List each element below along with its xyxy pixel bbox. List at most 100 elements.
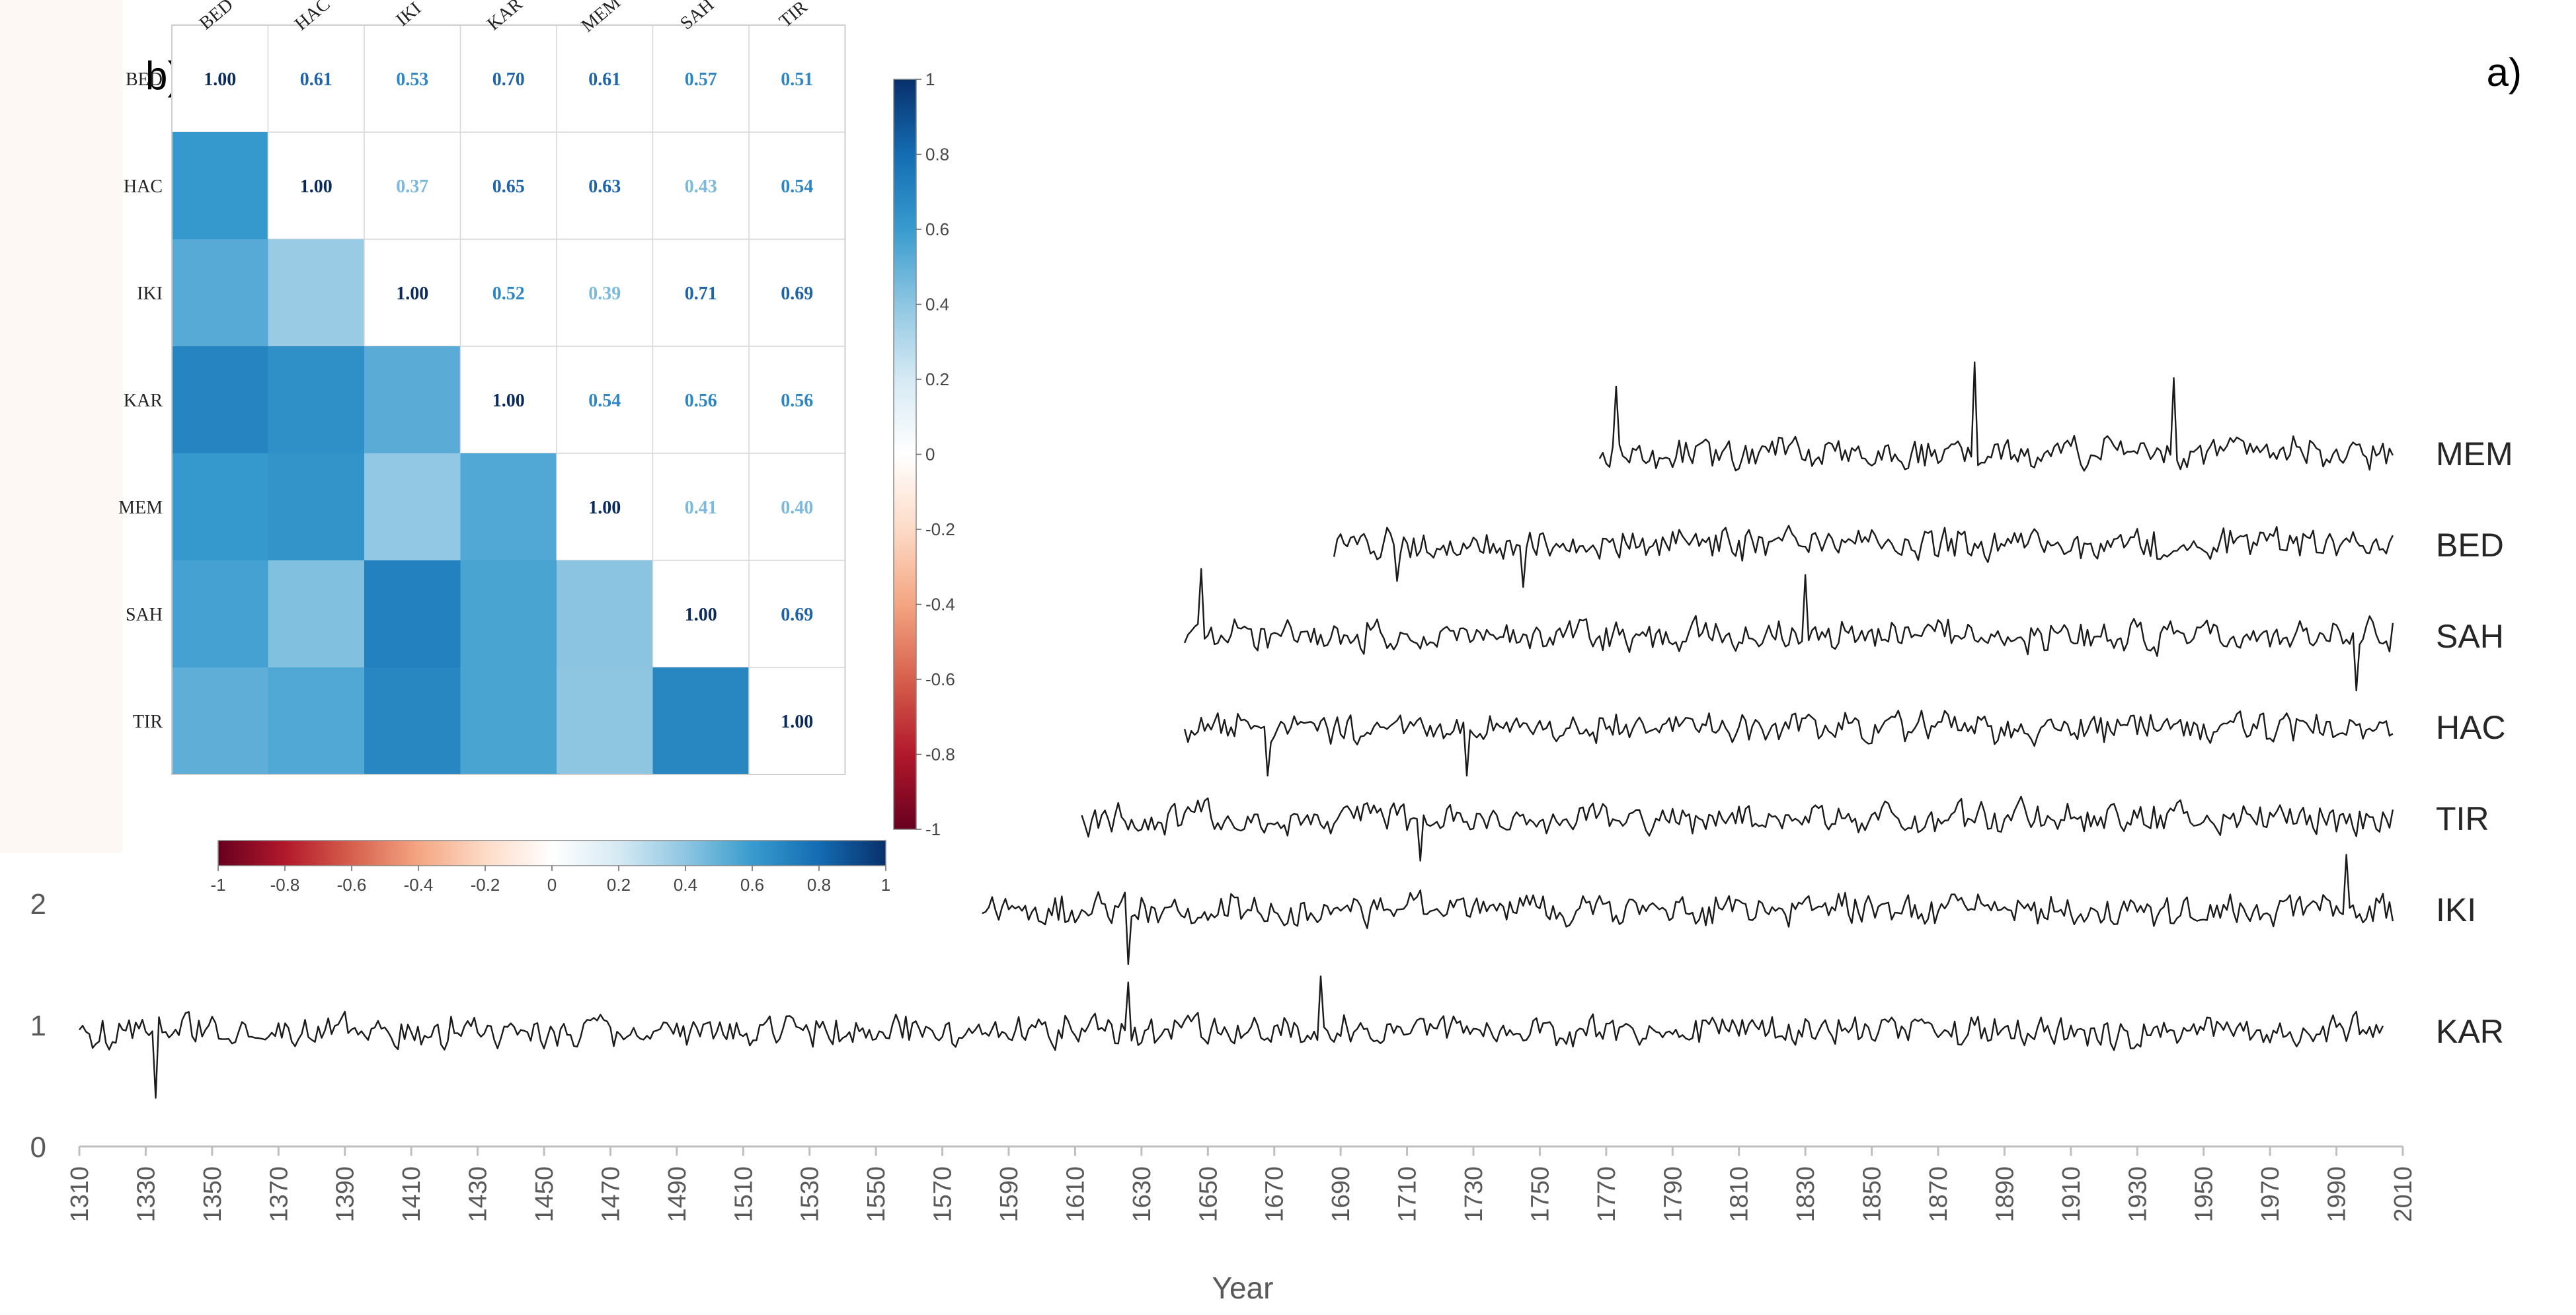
matrix-cell-value: 0.56 <box>685 391 717 411</box>
matrix-cell-value: 0.61 <box>300 69 332 90</box>
x-tick-label: 1950 <box>2191 1166 2218 1222</box>
x-tick-label: 1410 <box>398 1166 426 1222</box>
vertical-colorbar-tick-label: 1 <box>925 69 935 89</box>
series-line-bed <box>1333 525 2394 588</box>
series-line-kar <box>79 975 2384 1099</box>
x-tick-label: 1610 <box>1062 1166 1089 1222</box>
horizontal-colorbar-tick-label: -0.4 <box>404 875 434 895</box>
horizontal-colorbar-tick-label: -1 <box>210 875 225 895</box>
vertical-colorbar-tick-label: 0.2 <box>925 369 949 389</box>
matrix-cell <box>652 560 750 668</box>
vertical-colorbar-tick-label: -0.4 <box>925 595 955 615</box>
matrix-cell <box>748 132 846 240</box>
matrix-cell-color <box>172 346 268 454</box>
matrix-cell-value: 1.00 <box>300 176 332 197</box>
vertical-colorbar: 1 0.8 0.6 0.4 0.2 0 -0.2 -0.4 -0.6 -0.8 -1 <box>893 69 955 839</box>
matrix-cell-color <box>652 667 750 775</box>
matrix-cell-value: 1.00 <box>492 391 525 411</box>
matrix-cell-color <box>268 667 365 775</box>
horizontal-colorbar-tick-label: 0.4 <box>674 875 697 895</box>
matrix-cell-color <box>268 346 365 454</box>
vertical-colorbar-tick-label: -0.6 <box>925 669 955 689</box>
series-label-bed: BED <box>2436 527 2504 564</box>
matrix-cell <box>748 239 846 347</box>
x-tick-label: 1890 <box>1991 1166 2019 1222</box>
matrix-cell-color <box>172 560 268 668</box>
vertical-colorbar-tick-label: 0 <box>925 445 935 465</box>
matrix-cell-color <box>172 453 268 561</box>
matrix-cell-color <box>460 560 557 668</box>
panel-a-label: a) <box>2487 50 2522 94</box>
matrix-cell-value: 0.43 <box>685 176 717 197</box>
x-tick-label: 1490 <box>664 1166 691 1222</box>
matrix-cell-color <box>460 667 557 775</box>
x-tick-label: 1650 <box>1194 1166 1222 1222</box>
series-line-sah <box>1183 568 2394 692</box>
x-tick-label: 1830 <box>1792 1166 1820 1222</box>
vertical-colorbar-tick-label: -0.8 <box>925 745 955 765</box>
matrix-cell <box>748 346 846 454</box>
series-label-mem: MEM <box>2436 435 2513 472</box>
series-label-hac: HAC <box>2436 709 2506 746</box>
horizontal-colorbar-tick-label: 0 <box>547 875 557 895</box>
matrix-cell-value: 0.52 <box>492 283 525 304</box>
matrix-cell-color <box>557 667 653 775</box>
matrix-row-label: TIR <box>133 712 163 732</box>
matrix-cell-color <box>364 667 461 775</box>
matrix-cell-color <box>364 453 461 561</box>
x-tick-label: 1570 <box>929 1166 957 1222</box>
matrix-cell <box>748 453 846 561</box>
panel-a-axes: 0 1 2 1310 1330 1350 1370 1390 1410 1430 1450 1470 1… <box>30 888 2417 1222</box>
panel-a-series-lines <box>79 361 2394 1099</box>
matrix-cell-value: 0.63 <box>588 176 621 197</box>
matrix-cell-value: 0.40 <box>781 498 813 518</box>
x-tick-label: 1990 <box>2323 1166 2351 1222</box>
matrix-cell-color <box>268 239 365 347</box>
matrix-cell <box>652 346 750 454</box>
y-tick-label: 1 <box>30 1010 46 1042</box>
x-tick-label: 1430 <box>465 1166 492 1222</box>
matrix-cell <box>652 453 750 561</box>
vertical-colorbar-tick-label: 0.4 <box>925 295 949 315</box>
matrix-cell-value: 0.54 <box>781 176 813 197</box>
x-tick-label: 1370 <box>265 1166 293 1222</box>
series-label-iki: IKI <box>2436 891 2476 928</box>
matrix-cell-value: 1.00 <box>204 69 236 90</box>
inset-backdrop <box>0 0 122 852</box>
series-line-iki <box>982 854 2394 965</box>
x-tick-label: 1710 <box>1394 1166 1422 1222</box>
panel-b-correlation-matrix: b) 1.00 0.61 0.53 0.70 0.61 0.57 0.511.00 0.37 0… <box>118 0 982 895</box>
matrix-cell-value: 0.51 <box>781 69 813 90</box>
vertical-colorbar-tick-label: -0.2 <box>925 519 955 539</box>
x-tick-label: 1750 <box>1526 1166 1554 1222</box>
vertical-colorbar-tick-label: -1 <box>925 819 941 839</box>
matrix-cell <box>652 239 750 347</box>
x-tick-label: 1470 <box>597 1166 625 1222</box>
matrix-cell <box>748 667 846 775</box>
matrix-cell <box>556 453 654 561</box>
matrix-cell-color <box>172 667 268 775</box>
y-tick-label: 2 <box>30 888 46 920</box>
x-tick-label: 1550 <box>863 1166 890 1222</box>
horizontal-colorbar-tick-label: -0.2 <box>471 875 500 895</box>
matrix-cell-value: 0.53 <box>396 69 428 90</box>
x-tick-label: 1590 <box>995 1166 1023 1222</box>
horizontal-colorbar-tick-label: -0.6 <box>337 875 367 895</box>
matrix-cells: 1.00 0.61 0.53 0.70 0.61 0.57 0.51 1.00 0.37 0.65… <box>171 24 846 775</box>
matrix-cell-color <box>172 239 268 347</box>
matrix-border <box>171 24 846 775</box>
matrix-cell <box>748 560 846 668</box>
matrix-cell-value: 0.57 <box>685 69 717 90</box>
x-tick-label: 1730 <box>1460 1166 1488 1222</box>
horizontal-colorbar-tick-label: 0.2 <box>607 875 631 895</box>
matrix-cell-color <box>460 453 557 561</box>
series-line-hac <box>1183 710 2394 776</box>
x-tick-label: 1970 <box>2257 1166 2284 1222</box>
panel-a-series-labels: MEM BED SAH HAC TIR IKI KAR <box>2436 435 2513 1050</box>
x-tick-label: 1770 <box>1593 1166 1621 1222</box>
vertical-colorbar-gradient <box>893 79 917 830</box>
x-tick-label: 2010 <box>2390 1166 2417 1222</box>
matrix-cell <box>459 346 557 454</box>
matrix-row-label: KAR <box>124 391 163 411</box>
matrix-cell-value: 0.39 <box>588 283 621 304</box>
